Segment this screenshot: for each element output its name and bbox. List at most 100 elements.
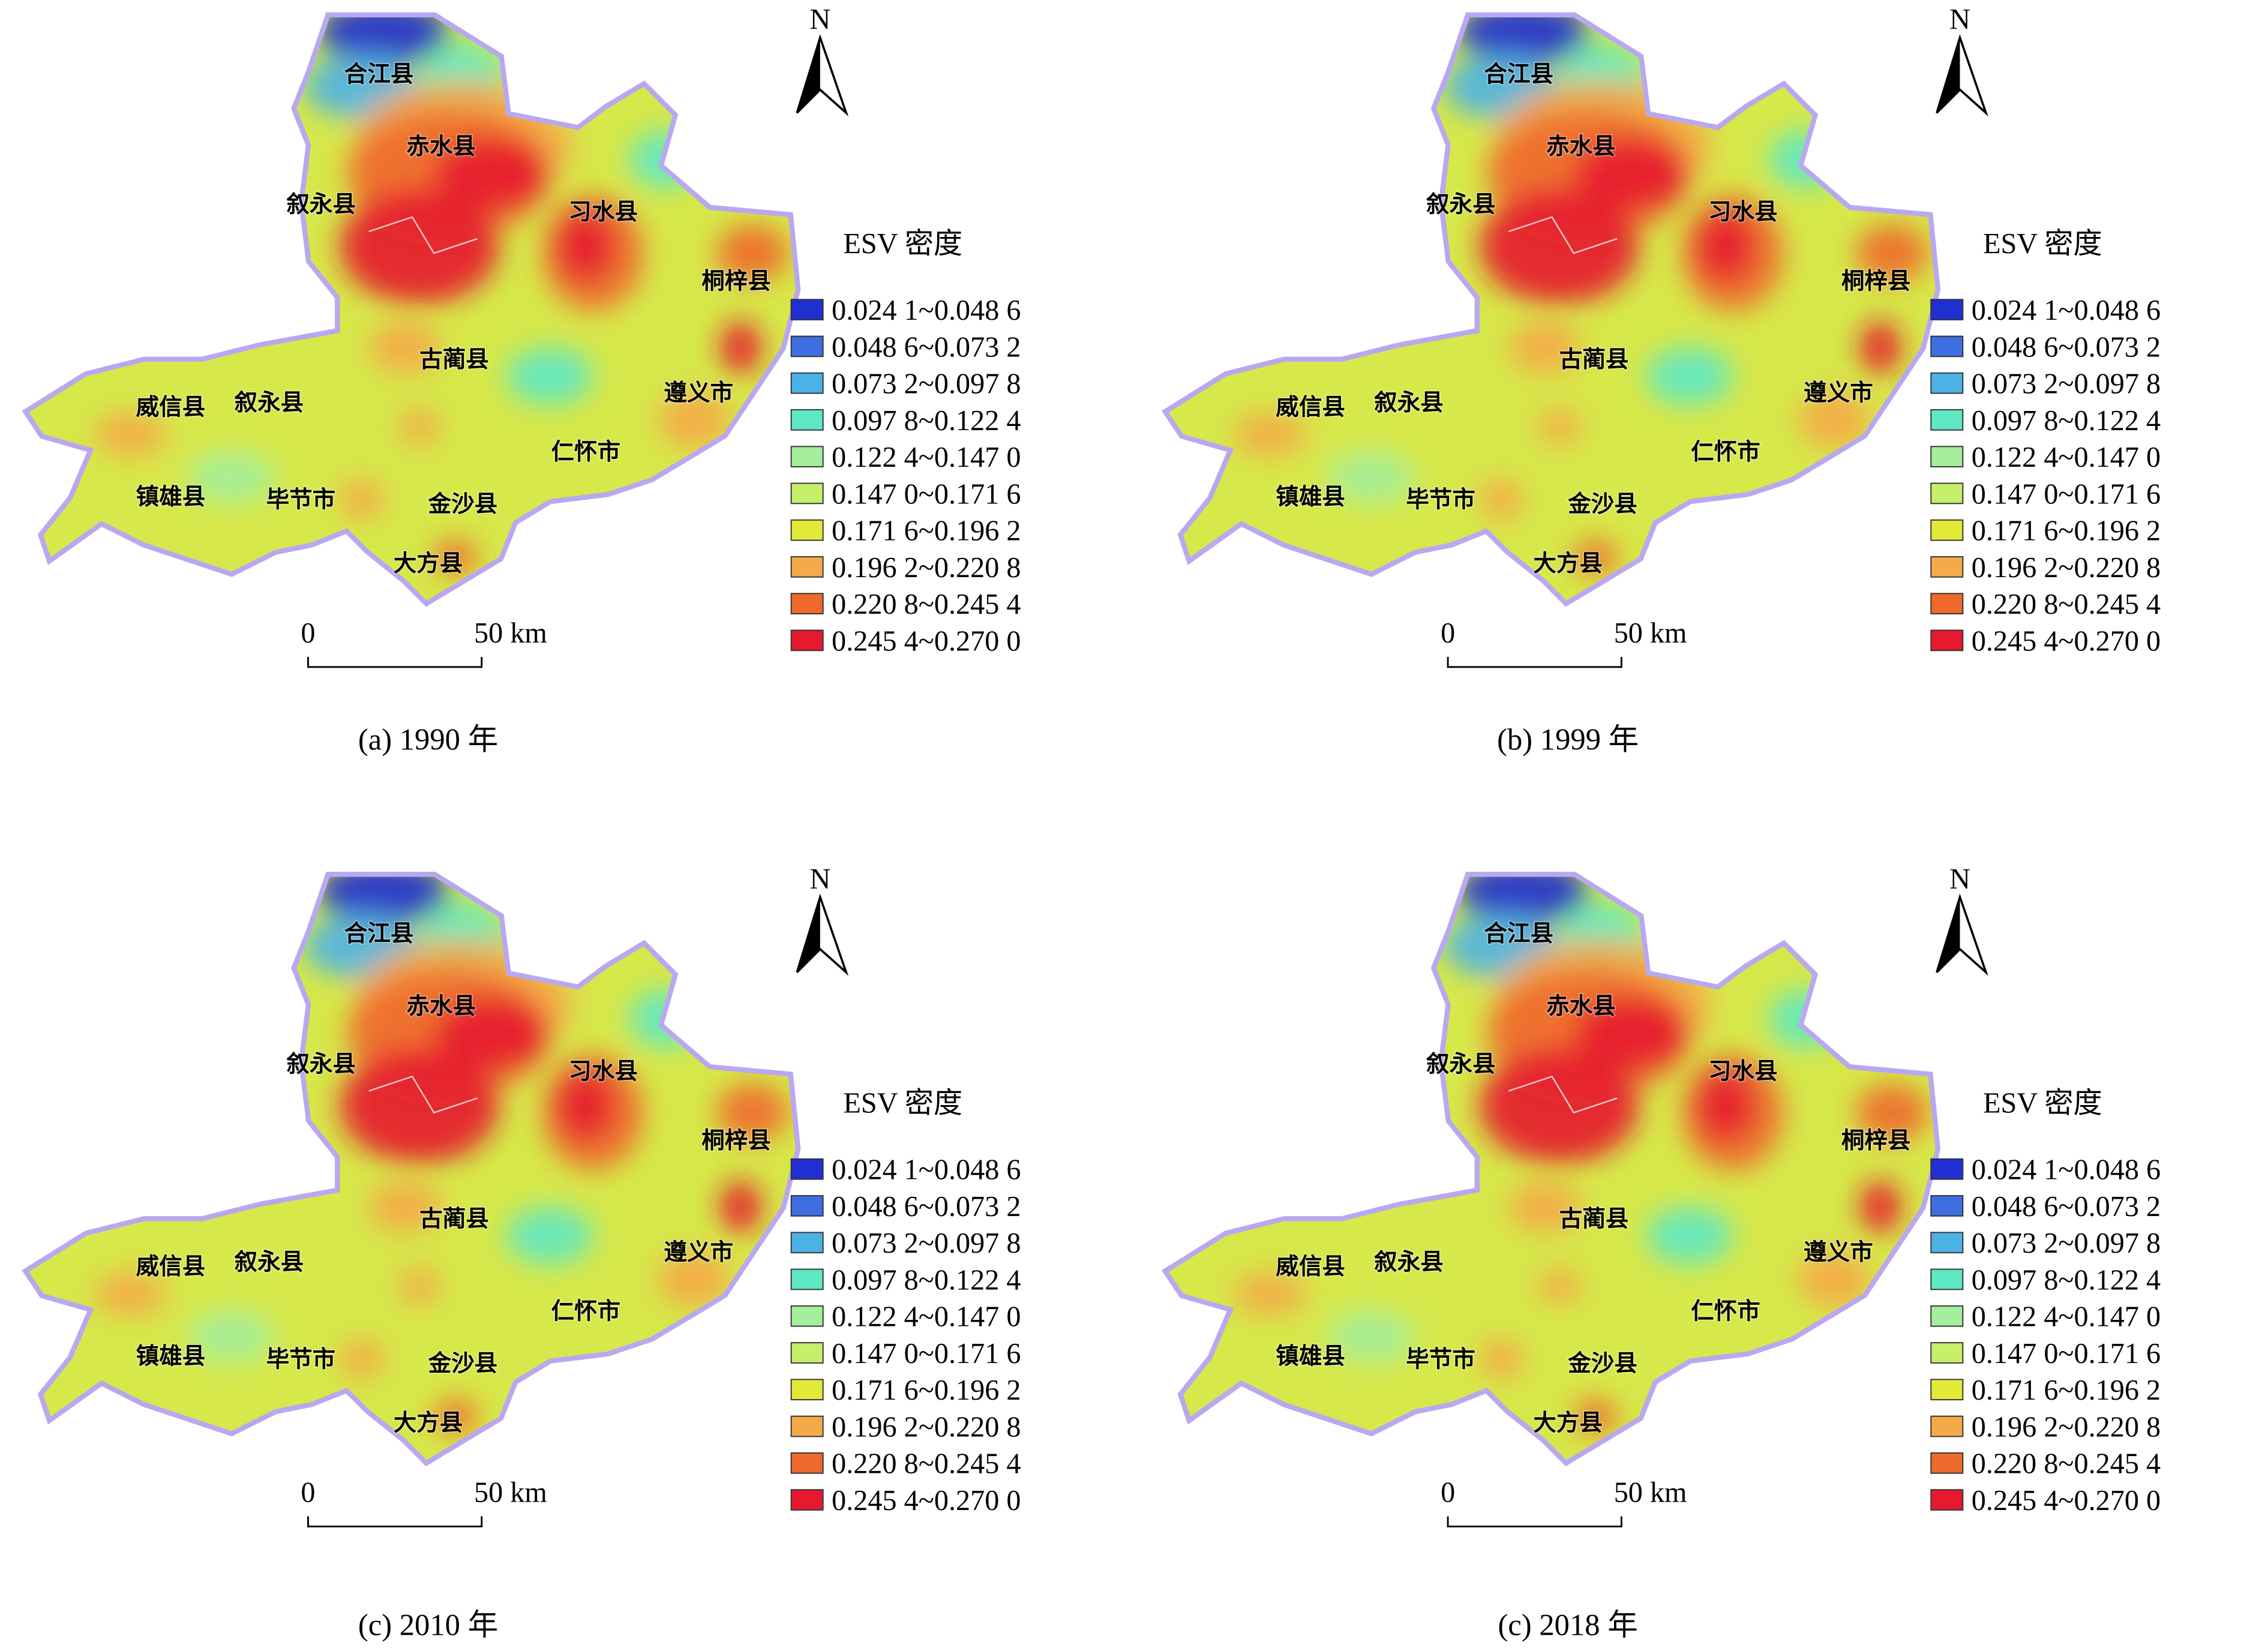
place-label: 合江县 <box>1484 921 1553 947</box>
place-label: 古蔺县 <box>1559 1206 1629 1232</box>
density-patch <box>1798 391 1871 449</box>
legend-swatch <box>790 299 824 320</box>
place-label: 毕节市 <box>1406 1346 1475 1372</box>
place-label: 桐梓县 <box>701 269 771 295</box>
density-patch <box>1860 1181 1901 1233</box>
density-patch <box>1480 1338 1523 1379</box>
place-label: 赤水县 <box>1546 993 1616 1019</box>
legend-label: 0.147 0~0.171 6 <box>832 1338 1021 1370</box>
place-label: 仁怀市 <box>551 1299 621 1325</box>
scale-end: 50 km <box>474 1476 547 1508</box>
panel-caption: (a) 1990 年 <box>358 722 498 756</box>
density-patch <box>1646 1206 1733 1265</box>
density-patch <box>340 1047 499 1164</box>
place-label: 金沙县 <box>428 1351 498 1377</box>
legend-swatch <box>1930 556 1964 578</box>
density-patch <box>1234 1271 1306 1316</box>
density-patch <box>434 996 550 1070</box>
scale-end: 50 km <box>474 617 547 649</box>
place-label: 赤水县 <box>406 134 476 160</box>
place-label: 桐梓县 <box>1841 1128 1911 1154</box>
place-label: 镇雄县 <box>1276 1343 1345 1369</box>
legend-label: 0.196 2~0.220 8 <box>1972 552 2161 584</box>
legend-swatch <box>790 446 824 468</box>
legend-label: 0.048 6~0.073 2 <box>832 331 1021 363</box>
legend-swatch <box>1930 519 1964 541</box>
place-label: 毕节市 <box>266 1346 336 1372</box>
place-label: 金沙县 <box>1568 491 1637 517</box>
legend-label: 0.048 6~0.073 2 <box>1972 331 2161 363</box>
north-arrow-half <box>1936 897 1960 972</box>
legend-label: 0.097 8~0.122 4 <box>832 1264 1021 1296</box>
legend-swatch <box>790 1452 824 1474</box>
place-label: 叙永县 <box>1426 1051 1496 1077</box>
map-density <box>1234 17 1928 575</box>
density-patch <box>340 1338 383 1379</box>
legend-label: 0.245 4~0.270 0 <box>832 1485 1021 1517</box>
place-label: 叙永县 <box>1374 390 1444 416</box>
legend-label: 0.220 8~0.245 4 <box>832 1448 1021 1480</box>
place-label: 习水县 <box>1708 1058 1778 1084</box>
legend-label: 0.147 0~0.171 6 <box>832 478 1021 510</box>
legend-swatch <box>1930 1232 1964 1254</box>
county-border <box>1508 216 1618 254</box>
density-patch <box>434 539 478 575</box>
legend-label: 0.196 2~0.220 8 <box>832 552 1021 584</box>
place-label: 合江县 <box>344 62 414 88</box>
legend-swatch <box>790 593 824 615</box>
north-label: N <box>1949 863 1970 895</box>
density-patch <box>1480 1047 1639 1164</box>
legend-label: 0.171 6~0.196 2 <box>1972 515 2161 547</box>
map-body <box>1168 17 1936 601</box>
scale-bar <box>1447 656 1622 668</box>
density-patch <box>1508 1181 1581 1233</box>
place-label: 叙永县 <box>286 1051 356 1077</box>
legend-swatch <box>790 1158 824 1180</box>
legend-swatch <box>790 1195 824 1217</box>
density-patch <box>1573 1399 1618 1434</box>
legend-label: 0.245 4~0.270 0 <box>1972 1485 2161 1517</box>
legend-label: 0.073 2~0.097 8 <box>1972 368 2161 400</box>
legend-swatch <box>790 1342 824 1364</box>
scale-start: 0 <box>1441 1476 1455 1508</box>
legend-label: 0.024 1~0.048 6 <box>832 1154 1021 1186</box>
density-patch <box>1573 137 1690 210</box>
place-label: 大方县 <box>394 551 463 577</box>
place-label: 赤水县 <box>406 993 476 1019</box>
legend-label: 0.048 6~0.073 2 <box>832 1191 1021 1223</box>
place-label: 镇雄县 <box>136 484 206 510</box>
place-label: 威信县 <box>136 394 206 420</box>
place-label: 习水县 <box>568 199 638 225</box>
density-patch <box>1537 409 1581 445</box>
scale-bar <box>307 656 483 668</box>
legend-swatch <box>1930 1415 1964 1437</box>
density-patch <box>1480 188 1639 304</box>
place-label: 古蔺县 <box>419 347 489 373</box>
legend-label: 0.245 4~0.270 0 <box>832 625 1021 657</box>
density-patch <box>716 1083 788 1142</box>
density-patch <box>1573 539 1618 575</box>
density-patch <box>1458 17 1588 64</box>
density-patch <box>188 1311 275 1363</box>
legend-label: 0.024 1~0.048 6 <box>1972 295 2161 326</box>
legend-swatch <box>1930 1379 1964 1401</box>
density-patch <box>434 1399 478 1434</box>
north-label: N <box>809 4 830 35</box>
legend-label: 0.073 2~0.097 8 <box>832 1227 1021 1259</box>
density-patch <box>397 1269 442 1304</box>
density-patch <box>318 17 449 64</box>
density-patch <box>340 188 499 304</box>
place-label: 仁怀市 <box>1691 1299 1760 1325</box>
place-label: 习水县 <box>1708 199 1778 225</box>
place-label: 大方县 <box>1533 551 1603 577</box>
place-label: 毕节市 <box>266 487 336 513</box>
legend-label: 0.147 0~0.171 6 <box>1972 1338 2161 1370</box>
density-patch <box>1646 347 1733 406</box>
legend-swatch <box>790 1232 824 1254</box>
density-patch <box>506 347 593 406</box>
scale-start: 0 <box>1441 617 1455 649</box>
legend-swatch <box>790 1379 824 1401</box>
place-label: 叙永县 <box>1426 192 1496 218</box>
